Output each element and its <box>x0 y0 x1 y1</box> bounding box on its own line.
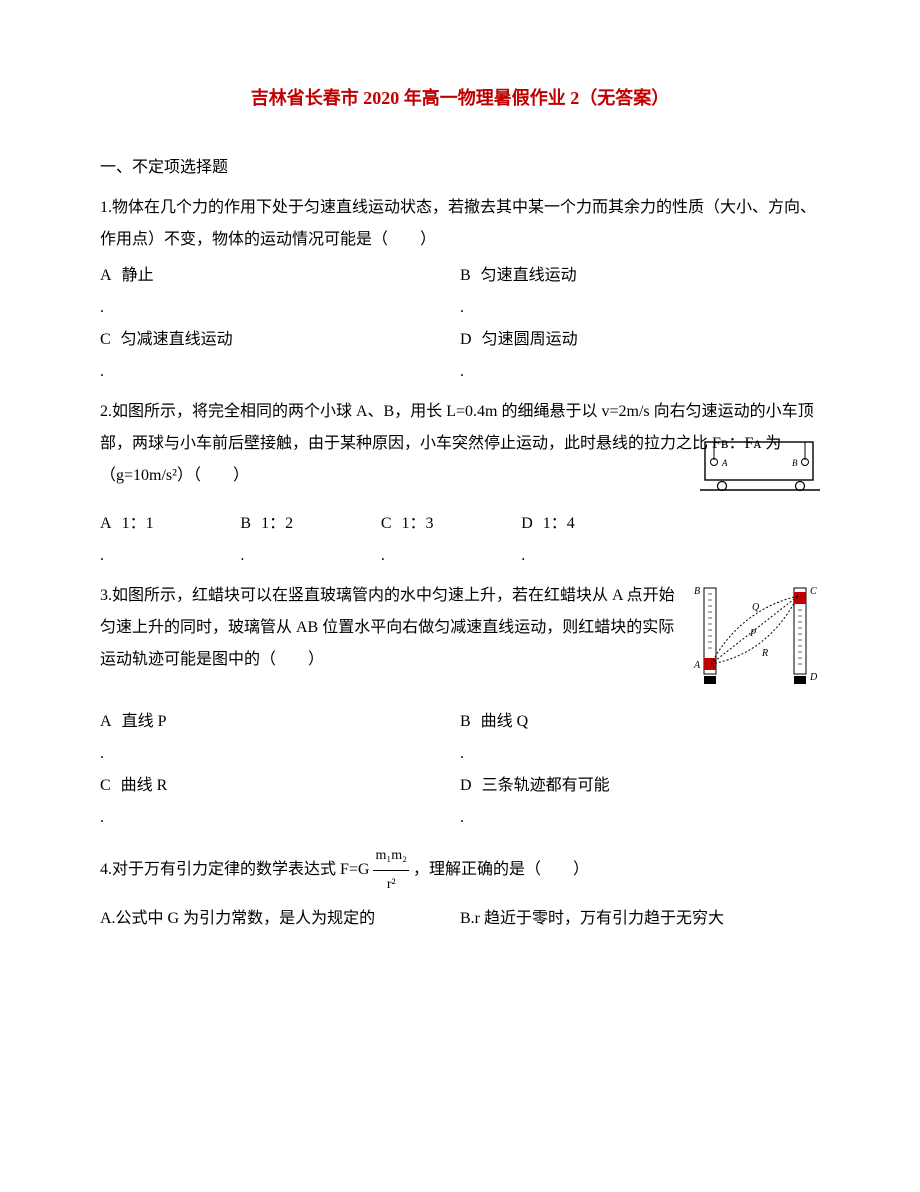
q1-text: 1.物体在几个力的作用下处于匀速直线运动状态，若撤去其中某一个力而其余力的性质（… <box>100 192 820 256</box>
q1-options: A. 静止 B. 匀速直线运动 C. 匀减速直线运动 D. 匀速圆周运动 <box>100 260 820 388</box>
q1-opt-d: D. 匀速圆周运动 <box>460 324 820 388</box>
q4-frac-num: m₁m₂ <box>373 842 409 871</box>
q1-opt-d-text: 匀速圆周运动 <box>472 324 578 388</box>
q4-options: A.公式中 G 为引力常数，是人为规定的 B.r 趋近于零时，万有引力趋于无穷大 <box>100 903 820 935</box>
q3-opt-a: A.直线 P <box>100 706 460 770</box>
q3-opt-b: B.曲线 Q <box>460 706 820 770</box>
q1-opt-a: A. 静止 <box>100 260 460 324</box>
q2-opt-c-text: 1：3 <box>391 508 433 572</box>
q4-frac-den: r² <box>373 871 409 899</box>
q3-figure: A B C D Q P R <box>690 580 820 690</box>
q3-opt-d-text: 三条轨迹都有可能 <box>472 770 610 834</box>
q4-fraction: m₁m₂ r² <box>373 842 409 899</box>
q1-opt-b: B. 匀速直线运动 <box>460 260 820 324</box>
q2-opt-d-text: 1：4 <box>533 508 575 572</box>
q3-fig-label-p: P <box>749 628 756 639</box>
q2-opt-a: A.1：1 <box>100 508 240 572</box>
q3-fig-label-q: Q <box>752 602 760 613</box>
q3-opt-a-text: 直线 P <box>112 706 167 770</box>
q3-opt-c: C.曲线 R <box>100 770 460 834</box>
q2-opt-b-text: 1：2 <box>251 508 293 572</box>
q3-options: A.直线 P B.曲线 Q C.曲线 R D.三条轨迹都有可能 <box>100 706 820 834</box>
question-1: 1.物体在几个力的作用下处于匀速直线运动状态，若撤去其中某一个力而其余力的性质（… <box>100 192 820 388</box>
q2-options: A.1：1 B.1：2 C.1：3 D.1：4 <box>100 508 662 572</box>
q2-opt-a-text: 1：1 <box>112 508 154 572</box>
q3-fig-label-a: A <box>693 660 701 671</box>
page-title: 吉林省长春市 2020 年高一物理暑假作业 2（无答案） <box>100 80 820 116</box>
q2-opt-b: B.1：2 <box>240 508 380 572</box>
q3-opt-d: D.三条轨迹都有可能 <box>460 770 820 834</box>
question-2: 2.如图所示，将完全相同的两个小球 A、B，用长 L=0.4m 的细绳悬于以 v… <box>100 396 820 572</box>
q2-fig-label-b: B <box>792 458 798 468</box>
q1-opt-c-text: 匀减速直线运动 <box>111 324 233 388</box>
q3-fig-label-d: D <box>809 672 818 683</box>
q3-fig-label-b: B <box>694 586 700 597</box>
q1-opt-c: C. 匀减速直线运动 <box>100 324 460 388</box>
q1-opt-a-text: 静止 <box>112 260 154 324</box>
section-heading: 一、不定项选择题 <box>100 152 820 184</box>
question-4: 4.对于万有引力定律的数学表达式 F=G m₁m₂ r² ，理解正确的是（ ） … <box>100 842 820 935</box>
q3-opt-b-text: 曲线 Q <box>471 706 529 770</box>
q4-opt-b: B.r 趋近于零时，万有引力趋于无穷大 <box>460 903 820 935</box>
q2-opt-c: C.1：3 <box>381 508 521 572</box>
q1-opt-b-text: 匀速直线运动 <box>471 260 577 324</box>
question-3: A B C D Q P R 3.如图所示，红蜡块可以在竖直玻璃管内的水中匀速上升… <box>100 580 820 834</box>
q4-suffix: ，理解正确的是（ ） <box>413 861 589 878</box>
q4-text: 4.对于万有引力定律的数学表达式 F=G m₁m₂ r² ，理解正确的是（ ） <box>100 842 820 899</box>
q3-fig-label-c: C <box>810 586 817 597</box>
q2-opt-d: D.1：4 <box>521 508 661 572</box>
q2-figure: A B <box>700 436 820 496</box>
q2-fig-label-a: A <box>721 458 728 468</box>
q4-opt-a: A.公式中 G 为引力常数，是人为规定的 <box>100 903 460 935</box>
q3-fig-label-r: R <box>761 648 768 659</box>
q3-opt-c-text: 曲线 R <box>111 770 168 834</box>
q4-prefix: 4.对于万有引力定律的数学表达式 F=G <box>100 861 369 878</box>
